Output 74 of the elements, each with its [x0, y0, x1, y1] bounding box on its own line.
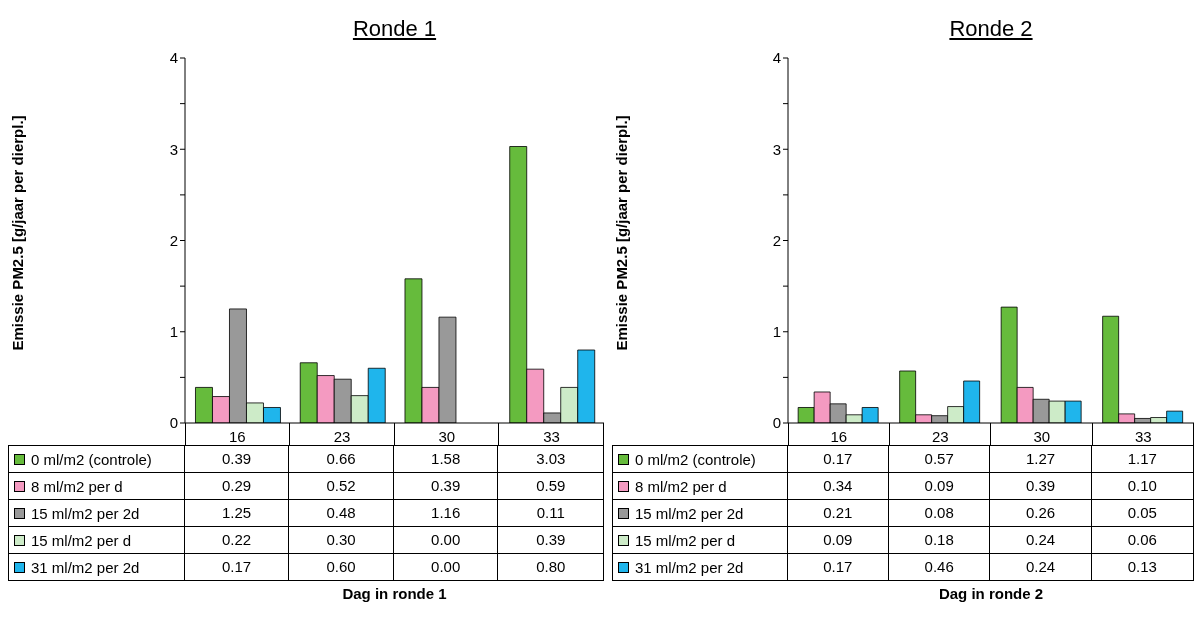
data-label: 0.18 [889, 527, 991, 553]
data-label: 0.60 [289, 554, 394, 580]
y-axis-title: Emissie PM2.5 [g/jaar per dierpl.] [9, 115, 27, 351]
data-label: 0.10 [1126, 476, 1158, 496]
data-label: 0.57 [889, 446, 991, 472]
x-tick-label: 33 [1134, 427, 1152, 445]
data-label: 0.11 [535, 503, 566, 523]
data-label: 0.17 [787, 446, 890, 472]
data-label: 0.59 [535, 476, 567, 496]
data-label: 3.03 [535, 449, 567, 469]
legend-label: 8 ml/m2 per d [31, 477, 123, 495]
data-label: 1.17 [1126, 449, 1158, 469]
legend-label: 15 ml/m2 per d [31, 531, 132, 549]
y-tick-label: 4 [169, 49, 178, 67]
data-label: 0.26 [990, 500, 1092, 526]
data-label: 0.52 [289, 473, 394, 499]
x-tick-label: 30 [1033, 427, 1051, 445]
x-tick-label: 16 [830, 427, 848, 445]
data-label: 0.24 [990, 527, 1092, 553]
legend-label: 0 ml/m2 (controle) [635, 450, 756, 468]
y-tick-label: 0 [169, 414, 178, 432]
data-label: 0.66 [289, 446, 394, 472]
legend-label: 31 ml/m2 per 2d [31, 558, 140, 576]
data-label: 1.16 [393, 500, 499, 526]
legend-label: 15 ml/m2 per 2d [635, 504, 744, 522]
data-label: 0.21 [787, 500, 890, 526]
data-label: 0.30 [289, 527, 394, 553]
legend-label: 8 ml/m2 per d [635, 477, 727, 495]
y-tick-label: 1 [772, 323, 781, 341]
x-tick-label: 16 [229, 427, 246, 445]
data-label: 1.25 [184, 500, 290, 526]
y-axis-title: Emissie PM2.5 [g/jaar per dierpl.] [613, 115, 631, 351]
legend-label: 0 ml/m2 (controle) [31, 450, 152, 468]
y-tick-label: 2 [772, 231, 781, 249]
data-label: 0.39 [990, 473, 1092, 499]
y-tick-label: 3 [772, 140, 781, 158]
x-tick-label: 33 [543, 427, 560, 445]
data-label: 0.06 [1126, 530, 1158, 550]
chart-title: Ronde 2 [948, 16, 1034, 42]
x-axis-title: Dag in ronde 1 [341, 585, 448, 602]
data-label: 0.08 [889, 500, 991, 526]
data-label: 0.48 [289, 500, 394, 526]
y-tick-label: 0 [772, 414, 781, 432]
data-label: 0.17 [184, 554, 290, 580]
x-tick-label: 30 [438, 427, 456, 445]
data-label: 1.27 [990, 446, 1092, 472]
data-label: 0.00 [393, 527, 499, 553]
y-tick-label: 4 [772, 49, 781, 67]
legend-label: 15 ml/m2 per d [635, 531, 736, 549]
x-tick-label: 23 [333, 427, 351, 445]
data-label: 0.29 [184, 473, 290, 499]
data-label: 0.46 [889, 554, 991, 580]
y-tick-label: 2 [169, 231, 178, 249]
data-label: 1.58 [393, 446, 499, 472]
data-label: 0.39 [184, 446, 290, 472]
y-tick-label: 3 [169, 140, 178, 158]
data-label: 0.17 [787, 554, 890, 580]
data-label: 0.39 [535, 530, 567, 550]
data-label: 0.09 [889, 473, 991, 499]
chart-title: Ronde 1 [351, 16, 438, 42]
y-tick-label: 1 [169, 323, 178, 341]
data-label: 0.34 [787, 473, 890, 499]
data-label: 0.05 [1126, 503, 1158, 523]
x-axis-title: Dag in ronde 2 [937, 585, 1045, 602]
data-label: 0.24 [990, 554, 1092, 580]
legend-label: 15 ml/m2 per 2d [31, 504, 140, 522]
data-label: 0.22 [184, 527, 290, 553]
data-label: 0.09 [787, 527, 890, 553]
data-label: 0.00 [393, 554, 499, 580]
data-label: 0.13 [1126, 557, 1158, 577]
legend-label: 31 ml/m2 per 2d [635, 558, 744, 576]
data-label: 0.39 [393, 473, 499, 499]
x-tick-label: 23 [931, 427, 949, 445]
data-label: 0.80 [535, 557, 567, 577]
